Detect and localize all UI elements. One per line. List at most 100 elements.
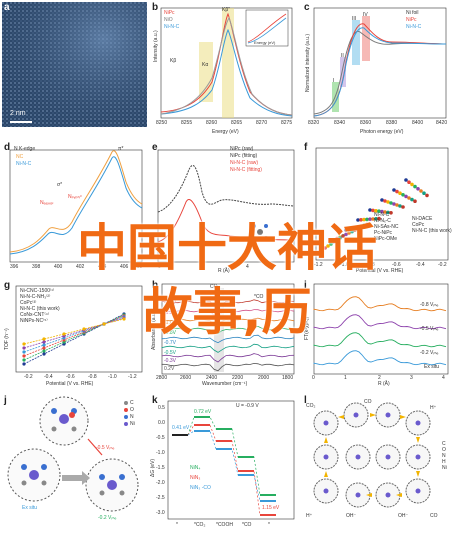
x-tick: 8420 xyxy=(436,120,448,126)
panel-j: j C O N Ni -0.5 Vᵣₕₑ Ex situ -0.2 Vᵣₕₑ xyxy=(2,395,147,535)
data-point xyxy=(22,342,26,346)
species-label: CO xyxy=(364,399,372,405)
x-tick: 2800 xyxy=(156,375,168,381)
exafs-line xyxy=(313,296,447,312)
x-tick: 8265 xyxy=(231,120,243,126)
series-nc xyxy=(9,150,143,253)
x-axis-title: Wavenumber (cm⁻¹) xyxy=(202,381,248,387)
data-point xyxy=(395,203,399,207)
reaction-cycle xyxy=(313,402,431,508)
x-axis-title: Photon energy (eV) xyxy=(360,129,404,135)
x-tick: * xyxy=(268,522,270,528)
data-point xyxy=(410,182,414,187)
x-tick: 1 xyxy=(344,375,347,381)
legend-item: O xyxy=(130,407,134,413)
series-label: -1.0V xyxy=(164,320,176,326)
data-point xyxy=(410,197,414,202)
peak-label: Kβ′′ xyxy=(222,7,231,13)
legend-item: CoPc xyxy=(412,222,425,228)
data-point xyxy=(350,226,354,231)
energy-value: 0.41 eV xyxy=(172,425,190,431)
legend-item: N xyxy=(442,453,446,459)
energy-value: 0.72 eV xyxy=(194,409,212,415)
exafs-plot xyxy=(157,149,295,263)
peak-label: π* xyxy=(118,146,124,152)
spectrum-line xyxy=(161,334,295,344)
legend-item: Ni-N-C xyxy=(406,24,422,30)
potential-label: -0.5 Vᵣₕₑ xyxy=(96,445,115,451)
data-point xyxy=(323,246,327,250)
peak-label: III xyxy=(352,16,357,22)
x-tick: 8320 xyxy=(308,120,320,126)
energy-value: 1.15 eV xyxy=(262,505,280,511)
x-tick: 406 xyxy=(120,264,129,270)
data-point xyxy=(365,222,369,227)
peak-label: I xyxy=(333,78,335,84)
data-point xyxy=(413,199,417,203)
free-energy-diagram xyxy=(167,400,295,520)
data-point xyxy=(359,218,363,222)
panel-letter: a xyxy=(4,2,10,13)
spectrum-line xyxy=(161,299,295,309)
series-ninc xyxy=(160,28,293,117)
data-point xyxy=(419,189,423,193)
data-point xyxy=(392,188,396,192)
panel-letter: l xyxy=(304,395,307,406)
data-point xyxy=(102,322,106,326)
spectrum-line xyxy=(161,353,295,363)
data-point xyxy=(22,354,26,358)
legend-item: NC xyxy=(16,154,24,160)
legend-item: Ni-N-C (this work) xyxy=(20,306,60,312)
data-point xyxy=(338,236,342,240)
legend-item: NiPc xyxy=(164,10,175,16)
y-tick: 0.0 xyxy=(158,420,165,426)
x-tick: 2400 xyxy=(206,375,218,381)
x-tick: 2 xyxy=(202,264,205,270)
x-tick: 398 xyxy=(32,264,41,270)
data-point xyxy=(386,210,390,215)
data-point xyxy=(365,217,369,222)
panel-letter: e xyxy=(152,142,158,153)
legend-item: C xyxy=(442,441,446,447)
x-tick: *CO₂ xyxy=(194,522,206,528)
xanes-plot xyxy=(313,7,447,119)
x-tick: -0.6 xyxy=(66,374,75,380)
spectrum-line xyxy=(161,309,295,318)
peak-label: Nₑₐₓₓₑₗ xyxy=(40,200,54,206)
legend-item: NiPc xyxy=(406,17,417,23)
data-point xyxy=(398,204,402,208)
legend-item: Ni xyxy=(442,465,447,471)
legend-item: Ni-N-C-NH₃⁽²⁾ xyxy=(20,294,51,300)
spectrum-line xyxy=(161,362,295,372)
panel-letter: d xyxy=(4,142,11,153)
data-point xyxy=(401,205,405,209)
panel-b: b NiPc NiO Ni-N-C Kβ Kα Kβ′′ Intensity (… xyxy=(150,2,298,139)
element-legend xyxy=(124,401,128,426)
overlay-title-line1: 中国十大神话 xyxy=(77,219,377,277)
data-point xyxy=(407,180,411,184)
y-tick: -1.5 xyxy=(156,465,165,471)
peak-label: Kα xyxy=(202,62,209,68)
data-point xyxy=(320,248,324,252)
x-tick: 2200 xyxy=(232,375,244,381)
x-tick: -0.6 xyxy=(392,262,401,268)
y-tick: -0.5 xyxy=(156,435,165,441)
data-point xyxy=(368,208,372,212)
x-tick: *CO xyxy=(242,522,252,528)
legend-item: Ni-N-C xyxy=(16,161,32,167)
legend-item: Ni-DACE xyxy=(412,216,433,222)
legend-item: NiN₄ xyxy=(190,465,201,471)
x-tick: -0.2 xyxy=(24,374,33,380)
series-label: -0.8 Vᵣₕₑ xyxy=(420,302,439,308)
x-tick: -0.8 xyxy=(366,262,375,268)
data-point xyxy=(416,187,420,191)
legend-item: CoNx-CNT⁽⁴⁾ xyxy=(20,312,50,318)
x-axis-title: Potential (V vs. RHE) xyxy=(356,268,404,274)
data-point xyxy=(425,193,429,198)
arrow-icon xyxy=(62,471,90,485)
y-tick: 0.5 xyxy=(158,405,165,411)
annotation: CO₂ xyxy=(210,284,220,290)
series-label: -0.2 Vᵣₕₑ xyxy=(420,350,439,356)
species-label: OH⁻ xyxy=(398,513,409,519)
series-ninc-raw xyxy=(157,199,295,243)
